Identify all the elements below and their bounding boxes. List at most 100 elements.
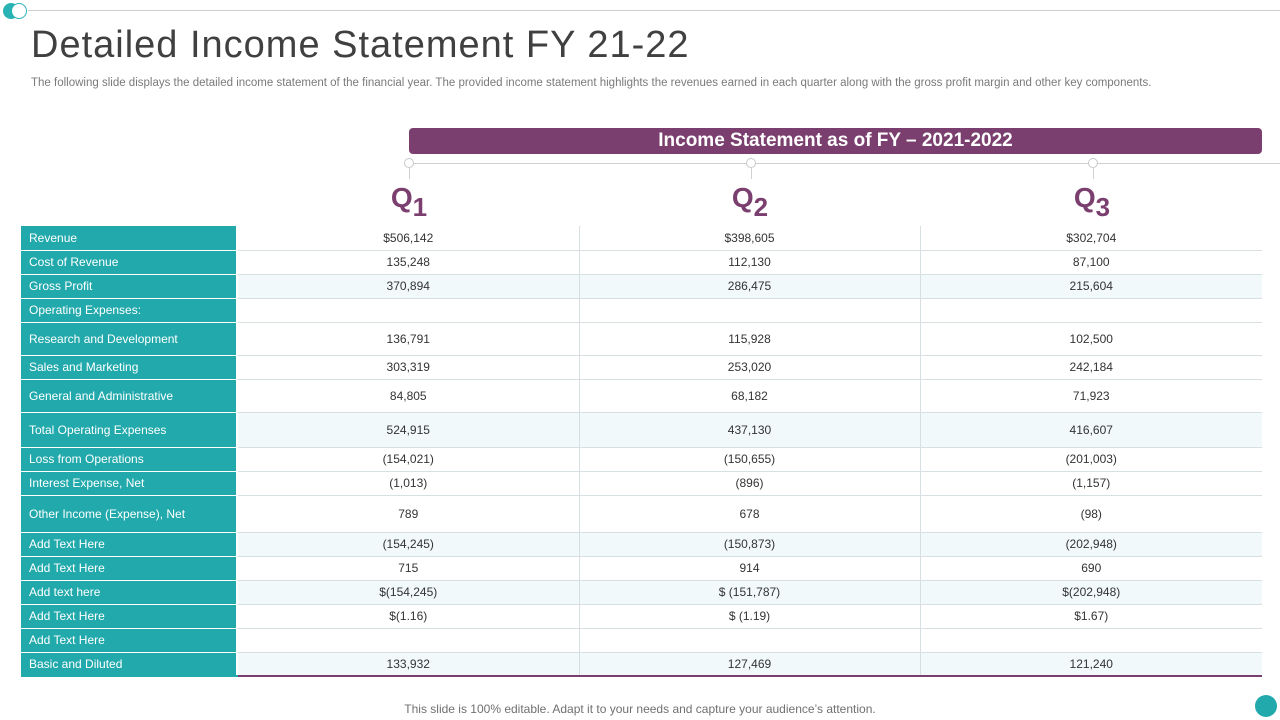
table-row: Other Income (Expense), Net 789 678 (98)	[21, 495, 1262, 533]
connector-stem-q2	[751, 167, 752, 179]
row-label: Basic and Diluted	[21, 652, 238, 677]
cell-q3	[920, 628, 1262, 653]
row-label: Add Text Here	[21, 532, 238, 557]
row-label: Sales and Marketing	[21, 355, 238, 380]
cell-q2: $ (1.19)	[579, 604, 921, 629]
table-row: Interest Expense, Net (1,013) (896) (1,1…	[21, 471, 1262, 496]
cell-q1: 303,319	[237, 355, 580, 380]
cell-q1: (154,245)	[237, 532, 580, 557]
cell-q2: 115,928	[579, 322, 921, 356]
cell-q3: 102,500	[920, 322, 1262, 356]
cell-q1: $(154,245)	[237, 580, 580, 605]
table-row: Cost of Revenue 135,248 112,130 87,100	[21, 250, 1262, 275]
banner-connector-line	[409, 163, 1280, 164]
table-row: Total Operating Expenses 524,915 437,130…	[21, 412, 1262, 448]
table-row: Gross Profit 370,894 286,475 215,604	[21, 274, 1262, 299]
cell-q2: 286,475	[579, 274, 921, 299]
cell-q3: 242,184	[920, 355, 1262, 380]
table-row: Operating Expenses:	[21, 298, 1262, 323]
cell-q1: 789	[237, 495, 580, 533]
cell-q3: $(202,948)	[920, 580, 1262, 605]
row-label: General and Administrative	[21, 379, 238, 413]
row-label: Loss from Operations	[21, 447, 238, 472]
cell-q2: 914	[579, 556, 921, 581]
connector-stem-q1	[409, 167, 410, 179]
cell-q3: (1,157)	[920, 471, 1262, 496]
logo-icon	[3, 3, 29, 19]
cell-q3: (201,003)	[920, 447, 1262, 472]
cell-q1: 715	[237, 556, 580, 581]
cell-q3: $1.67)	[920, 604, 1262, 629]
table-row: Sales and Marketing 303,319 253,020 242,…	[21, 355, 1262, 380]
row-label: Research and Development	[21, 322, 238, 356]
row-label: Add Text Here	[21, 628, 238, 653]
cell-q1: 84,805	[237, 379, 580, 413]
table-row: Loss from Operations (154,021) (150,655)…	[21, 447, 1262, 472]
table-row: Add Text Here	[21, 628, 1262, 653]
page-title: Detailed Income Statement FY 21-22	[31, 24, 690, 66]
row-label: Revenue	[21, 226, 238, 251]
table-row: Basic and Diluted 133,932 127,469 121,24…	[21, 652, 1262, 677]
footer-note: This slide is 100% editable. Adapt it to…	[404, 702, 876, 716]
cell-q2: 112,130	[579, 250, 921, 275]
cell-q3: 416,607	[920, 412, 1262, 448]
cell-q1: 370,894	[237, 274, 580, 299]
row-label: Operating Expenses:	[21, 298, 238, 323]
cell-q3	[920, 298, 1262, 323]
row-label: Add text here	[21, 580, 238, 605]
quarter-header-q1: Q1	[390, 182, 428, 223]
row-label: Total Operating Expenses	[21, 412, 238, 448]
row-label: Other Income (Expense), Net	[21, 495, 238, 533]
cell-q1: 135,248	[237, 250, 580, 275]
table-row: Add Text Here (154,245) (150,873) (202,9…	[21, 532, 1262, 557]
cell-q3: $302,704	[920, 226, 1262, 251]
cell-q2: 678	[579, 495, 921, 533]
cell-q3: 121,240	[920, 652, 1262, 677]
row-label: Interest Expense, Net	[21, 471, 238, 496]
cell-q3: 690	[920, 556, 1262, 581]
cell-q3: (98)	[920, 495, 1262, 533]
cell-q2: 127,469	[579, 652, 921, 677]
cell-q2	[579, 628, 921, 653]
cell-q2: (150,655)	[579, 447, 921, 472]
cell-q2: 253,020	[579, 355, 921, 380]
table-row: Research and Development 136,791 115,928…	[21, 322, 1262, 356]
cell-q1: $(1.16)	[237, 604, 580, 629]
corner-dot-decoration	[1255, 695, 1277, 717]
cell-q2: $ (151,787)	[579, 580, 921, 605]
cell-q3: (202,948)	[920, 532, 1262, 557]
row-label: Add Text Here	[21, 556, 238, 581]
cell-q2: (896)	[579, 471, 921, 496]
cell-q1: 524,915	[237, 412, 580, 448]
page-subtitle: The following slide displays the detaile…	[31, 77, 1152, 89]
cell-q1	[237, 628, 580, 653]
cell-q1: (1,013)	[237, 471, 580, 496]
cell-q1: (154,021)	[237, 447, 580, 472]
cell-q1: $506,142	[237, 226, 580, 251]
cell-q2: 68,182	[579, 379, 921, 413]
cell-q3: 87,100	[920, 250, 1262, 275]
cell-q2: 437,130	[579, 412, 921, 448]
quarter-header-q2: Q2	[731, 182, 769, 223]
cell-q2: (150,873)	[579, 532, 921, 557]
income-statement-table: Revenue $506,142 $398,605 $302,704 Cost …	[21, 226, 1262, 677]
cell-q1	[237, 298, 580, 323]
income-statement-banner: Income Statement as of FY – 2021-2022	[409, 128, 1262, 154]
cell-q3: 71,923	[920, 379, 1262, 413]
table-row: Add text here $(154,245) $ (151,787) $(2…	[21, 580, 1262, 605]
cell-q1: 136,791	[237, 322, 580, 356]
table-row: Add Text Here $(1.16) $ (1.19) $1.67)	[21, 604, 1262, 629]
quarter-header-q3: Q3	[1073, 182, 1111, 223]
table-row: Add Text Here 715 914 690	[21, 556, 1262, 581]
top-divider	[28, 10, 1280, 11]
row-label: Cost of Revenue	[21, 250, 238, 275]
table-row: Revenue $506,142 $398,605 $302,704	[21, 226, 1262, 251]
connector-stem-q3	[1093, 167, 1094, 179]
cell-q3: 215,604	[920, 274, 1262, 299]
cell-q2	[579, 298, 921, 323]
row-label: Add Text Here	[21, 604, 238, 629]
cell-q2: $398,605	[579, 226, 921, 251]
row-label: Gross Profit	[21, 274, 238, 299]
table-row: General and Administrative 84,805 68,182…	[21, 379, 1262, 413]
cell-q1: 133,932	[237, 652, 580, 677]
